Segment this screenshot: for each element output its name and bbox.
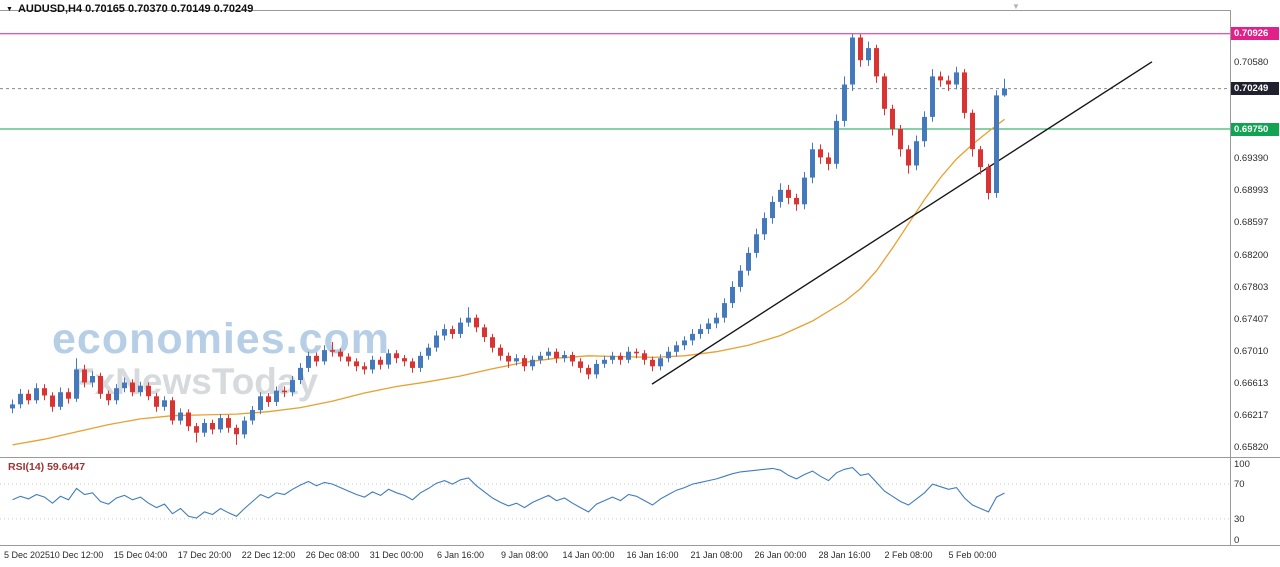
date-label: 16 Jan 16:00 [626,550,679,560]
date-label: 5 Feb 00:00 [948,550,997,560]
date-label: 14 Jan 00:00 [562,550,615,560]
date-label: 28 Jan 16:00 [818,550,871,560]
chart-shift-marker-icon[interactable]: ▼ [1012,2,1020,11]
price-axis-label: 0.68597 [1234,217,1269,229]
rsi-scale-label: 70 [1234,479,1245,491]
resistance-line-badge: 0.70926 [1231,27,1279,41]
current-price-badge: 0.70249 [1231,82,1279,96]
date-label: 17 Dec 20:00 [177,550,232,560]
date-label: 10 Dec 12:00 [49,550,104,560]
date-label: 26 Dec 08:00 [305,550,360,560]
rsi-scale-label: 100 [1234,459,1250,470]
date-label: 2 Feb 08:00 [884,550,933,560]
support-line-badge: 0.69750 [1231,122,1279,136]
chart-title: ▼ AUDUSD,H4 0.70165 0.70370 0.70149 0.70… [6,3,253,15]
date-label: 26 Jan 00:00 [754,550,807,560]
price-axis-label: 0.67010 [1234,345,1269,357]
rsi-indicator-label: RSI(14) 59.6447 [8,461,86,473]
price-axis-label: 0.66217 [1234,410,1269,422]
date-label: 6 Jan 16:00 [436,550,485,560]
price-axis-label: 0.68993 [1234,185,1269,197]
price-axis-label: 0.70580 [1234,56,1269,68]
trendline[interactable] [651,61,1153,385]
date-label: 22 Dec 12:00 [241,550,296,560]
date-label: 15 Dec 04:00 [113,550,168,560]
candlestick-series [10,33,1007,445]
date-label: 5 Dec 2025 [4,550,51,560]
rsi-line [12,467,1005,519]
price-axis-label: 0.69390 [1234,153,1269,165]
date-label: 21 Jan 08:00 [690,550,743,560]
symbol-marker-icon: ▼ [6,5,13,13]
ma-line [12,118,1005,446]
price-axis-label: 0.65820 [1234,442,1269,454]
date-label: 31 Dec 00:00 [369,550,424,560]
price-axis-label: 0.68200 [1234,249,1269,261]
date-label: 9 Jan 08:00 [500,550,549,560]
rsi-scale-label: 30 [1234,513,1245,525]
price-axis-label: 0.67803 [1234,281,1269,293]
rsi-scale-label: 0 [1234,535,1240,546]
chart-title-text: AUDUSD,H4 0.70165 0.70370 0.70149 0.7024… [17,3,254,15]
price-axis-label: 0.66613 [1234,378,1269,390]
watermark: economies.com FxNewsToday [52,317,390,401]
price-axis-label: 0.67407 [1234,313,1269,325]
